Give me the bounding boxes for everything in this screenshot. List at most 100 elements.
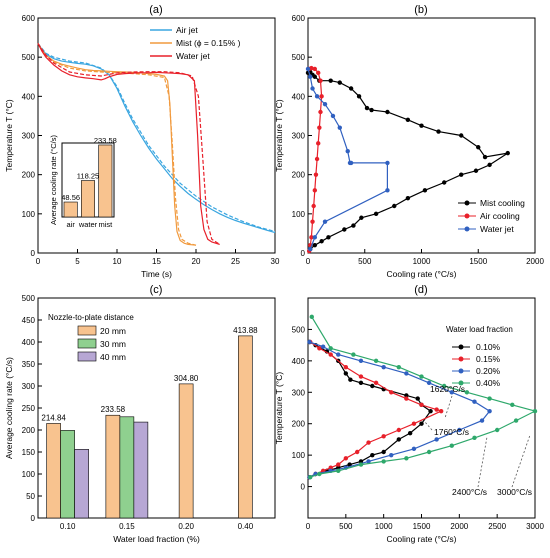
legend-marker xyxy=(458,368,464,374)
y-tick-label: 300 xyxy=(22,382,36,391)
data-point xyxy=(322,101,328,107)
data-point xyxy=(312,66,318,72)
legend-label: Air cooling xyxy=(480,211,520,221)
y-tick-label: 200 xyxy=(22,171,36,180)
data-point xyxy=(411,446,417,452)
y-tick-label: 200 xyxy=(292,171,306,180)
y-tick-label: 500 xyxy=(22,53,36,62)
data-point xyxy=(358,459,364,464)
data-point xyxy=(426,380,432,386)
x-tick-label: 0 xyxy=(36,257,41,266)
data-point xyxy=(330,113,336,119)
x-axis-label: Time (s) xyxy=(141,269,172,279)
data-point xyxy=(381,459,386,464)
x-tick-label: 1500 xyxy=(413,522,431,531)
data-point xyxy=(415,396,420,401)
data-point xyxy=(310,86,315,91)
panel-1: (b) 0 500 1000 1500 2000 0 100 200 300 400 500 600 Co… xyxy=(274,4,544,279)
data-point xyxy=(472,435,477,441)
data-point xyxy=(373,211,379,217)
data-point xyxy=(449,443,454,448)
data-point xyxy=(337,125,342,130)
series-line xyxy=(37,43,221,245)
series-line xyxy=(309,341,491,478)
series-line xyxy=(37,43,197,246)
data-point xyxy=(310,219,315,224)
data-point xyxy=(364,105,370,111)
bar xyxy=(74,449,89,519)
data-point xyxy=(348,86,354,91)
y-axis-label: Temperature T (°C) xyxy=(274,372,284,445)
x-tick-label: 1000 xyxy=(375,522,393,531)
y-tick-label: 500 xyxy=(22,294,36,303)
plot-frame xyxy=(37,17,276,254)
x-tick-label: 2500 xyxy=(488,522,506,531)
x-axis-label: Cooling rate (°C/s) xyxy=(386,269,456,279)
data-point xyxy=(419,123,424,128)
y-tick-label: 0 xyxy=(301,483,306,492)
data-point xyxy=(426,449,432,455)
x-tick-label: 0.40 xyxy=(238,522,254,531)
legend-label: Air jet xyxy=(176,25,198,35)
x-tick-label: 0 xyxy=(306,522,311,531)
y-tick-label: 500 xyxy=(292,53,306,62)
x-tick-label: 3000 xyxy=(526,522,544,531)
data-point xyxy=(351,352,356,357)
data-point xyxy=(312,235,318,240)
data-point xyxy=(317,125,322,130)
legend: Mist cooling Air cooling Water jet xyxy=(458,198,525,234)
data-point xyxy=(396,427,401,433)
data-point xyxy=(320,344,326,349)
legend-label: 0.15% xyxy=(476,354,501,364)
data-point xyxy=(373,380,379,386)
data-point xyxy=(312,242,318,248)
panel-label: (b) xyxy=(414,4,427,16)
data-point xyxy=(309,314,314,320)
data-point xyxy=(404,396,409,401)
legend-title: Water load fraction xyxy=(446,325,513,334)
data-point xyxy=(328,78,333,83)
bar xyxy=(133,421,149,519)
data-point xyxy=(459,172,464,177)
data-point xyxy=(419,421,424,426)
annotation-leader xyxy=(511,434,531,488)
annotation-leader xyxy=(424,421,433,431)
data-point xyxy=(359,215,364,220)
series-line xyxy=(37,43,276,233)
x-tick-label: 0.15 xyxy=(119,522,135,531)
x-tick-label: 20 xyxy=(192,257,201,266)
data-point xyxy=(436,129,441,134)
data-point xyxy=(404,456,409,461)
legend-label: 30 mm xyxy=(100,339,126,349)
data-point xyxy=(473,168,479,173)
legend-label: 0.40% xyxy=(476,378,501,388)
data-point xyxy=(505,150,510,156)
inset-category-label: air xyxy=(66,220,75,229)
data-point xyxy=(326,235,331,240)
y-tick-label: 300 xyxy=(292,132,306,141)
legend-label: 40 mm xyxy=(100,352,126,362)
legend: Nozzle-to-plate distance 20 mm 30 mm 40 mm xyxy=(48,313,134,362)
legend-label: Mist (ϕ = 0.15% ) xyxy=(176,38,241,48)
data-point xyxy=(308,74,313,79)
legend-marker xyxy=(464,226,470,232)
data-point xyxy=(392,203,397,209)
x-axis-label: Cooling rate (°C/s) xyxy=(386,534,456,544)
x-tick-label: 1500 xyxy=(469,257,487,266)
data-point xyxy=(422,188,428,193)
data-label: 413.88 xyxy=(233,326,258,335)
x-tick-label: 30 xyxy=(271,257,280,266)
y-tick-label: 100 xyxy=(22,470,36,479)
x-tick-label: 5 xyxy=(75,257,80,266)
data-point xyxy=(472,399,477,404)
data-point xyxy=(318,78,323,83)
data-point xyxy=(342,227,347,232)
y-tick-label: 400 xyxy=(22,92,36,101)
data-point xyxy=(345,148,350,154)
data-point xyxy=(369,107,374,113)
y-tick-label: 200 xyxy=(292,420,306,429)
data-point xyxy=(336,468,341,474)
y-tick-label: 600 xyxy=(292,14,306,23)
data-point xyxy=(343,456,349,461)
data-point xyxy=(532,408,538,414)
